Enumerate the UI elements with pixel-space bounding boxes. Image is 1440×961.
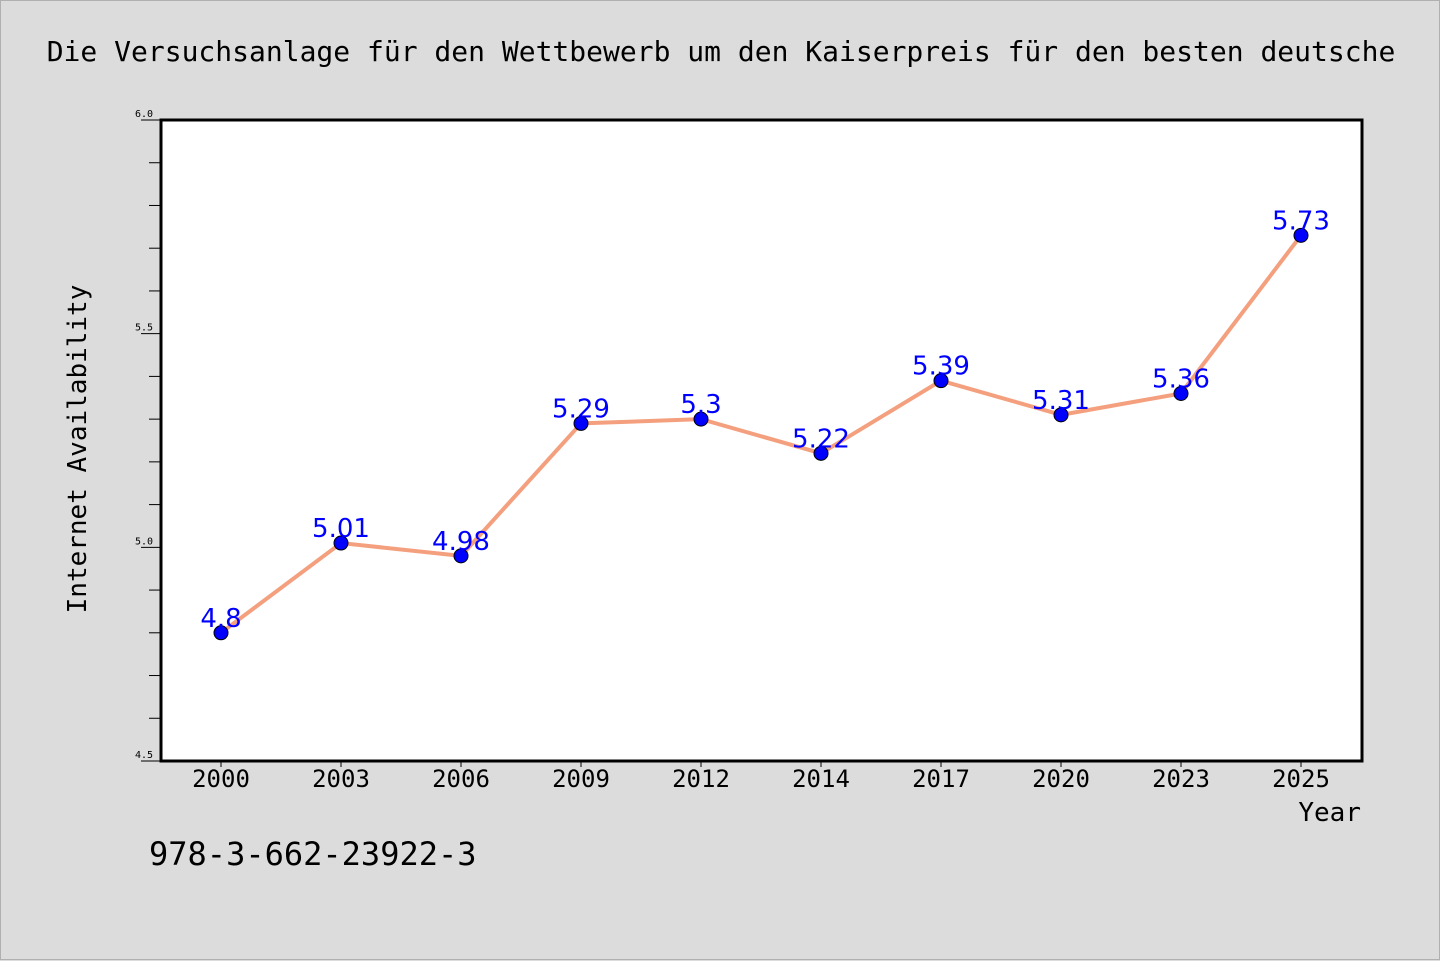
- data-label: 5.73: [1272, 206, 1330, 236]
- data-point: [213, 625, 229, 641]
- data-label: 5.39: [912, 352, 970, 382]
- y-tick-label: 4.5: [135, 750, 153, 761]
- x-tick-label: 2012: [672, 765, 730, 793]
- isbn-annotation: 978-3-662-23922-3: [149, 835, 477, 873]
- data-point: [453, 548, 469, 564]
- y-tick-label: 6.0: [135, 109, 153, 120]
- y-tick-label: 5.5: [135, 323, 153, 334]
- x-tick-label: 2020: [1032, 765, 1090, 793]
- data-label: 4.8: [200, 604, 241, 634]
- x-tick-label: 2017: [912, 765, 970, 793]
- data-point: [933, 373, 949, 389]
- series-layer: 4.8 5.01 4.98 5.29 5.3 5.22 5.39 5.31 5.36 5.73: [200, 206, 1330, 641]
- y-tick-label: 5.0: [135, 536, 153, 547]
- data-label: 5.31: [1032, 386, 1090, 416]
- data-label: 5.29: [552, 394, 610, 424]
- y-axis-title: Internet Availability: [63, 285, 93, 614]
- x-axis: 2000 2003 2006 2009 2012 2014 2017 2020 2023 2025: [192, 761, 1330, 793]
- x-tick-label: 2009: [552, 765, 610, 793]
- data-point: [693, 411, 709, 427]
- data-label: 4.98: [432, 527, 490, 557]
- data-point: [1293, 227, 1309, 243]
- x-axis-title: Year: [1298, 798, 1361, 828]
- data-label: 5.3: [680, 390, 721, 420]
- data-point: [573, 415, 589, 431]
- plot-area: [159, 118, 1364, 763]
- x-tick-label: 2006: [432, 765, 490, 793]
- data-point: [333, 535, 349, 551]
- data-label: 5.36: [1152, 364, 1210, 394]
- x-tick-label: 2014: [792, 765, 850, 793]
- y-axis: 4.5 5.0 5.5 6.0: [135, 109, 161, 762]
- data-point: [813, 445, 829, 461]
- series-line: [219, 233, 1303, 635]
- data-label: 5.01: [312, 514, 370, 544]
- data-point: [1173, 385, 1189, 401]
- x-tick-label: 2025: [1272, 765, 1330, 793]
- x-tick-label: 2023: [1152, 765, 1210, 793]
- x-tick-label: 2000: [192, 765, 250, 793]
- x-tick-label: 2003: [312, 765, 370, 793]
- data-label: 5.22: [792, 424, 850, 454]
- chart-title: Die Versuchsanlage für den Wettbewerb um…: [46, 35, 1396, 68]
- data-point: [1053, 407, 1069, 423]
